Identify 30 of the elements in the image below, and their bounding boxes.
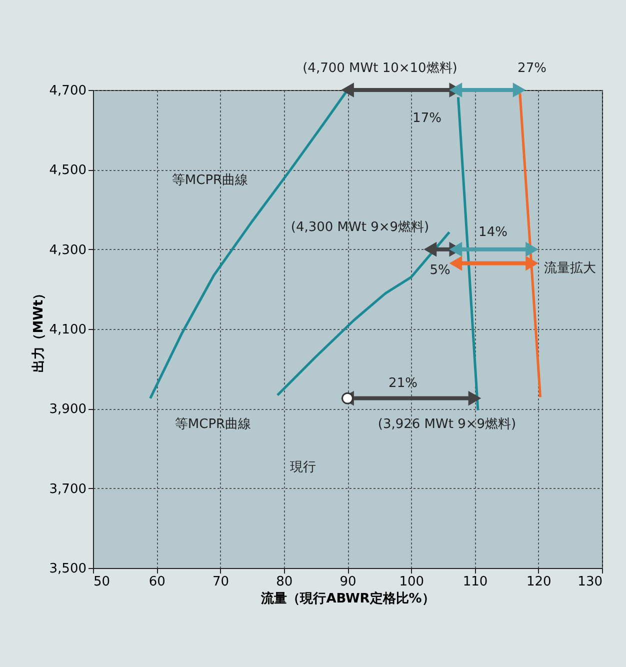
x-tick-label: 90 <box>340 574 356 590</box>
x-axis-title: 流量（現行ABWR定格比%） <box>260 590 435 606</box>
annotation: 21% <box>388 376 418 391</box>
annotation: (4,300 MWt 9×9燃料) <box>290 220 430 235</box>
x-tick-label: 100 <box>399 574 424 590</box>
x-tick-label: 60 <box>148 574 166 590</box>
y-tick-label: 4,100 <box>49 322 86 338</box>
x-tick-label: 130 <box>578 574 602 590</box>
y-tick-label: 3,900 <box>49 402 86 418</box>
annotation: 流量拡大 <box>544 260 596 276</box>
x-tick-label: 80 <box>276 574 293 590</box>
x-tick-label: 50 <box>94 574 110 590</box>
y-tick-label: 4,300 <box>49 242 86 258</box>
annotation: 等MCPR曲線 <box>172 173 248 188</box>
annotation: (3,926 MWt 9×9燃料) <box>378 417 516 432</box>
x-tick-label: 110 <box>462 574 488 590</box>
annotation: 等MCPR曲線 <box>174 417 252 432</box>
annotation: 現行 <box>290 460 316 475</box>
x-tick-label: 70 <box>212 574 230 590</box>
y-axis-title: 出力（MWt） <box>31 286 46 372</box>
text: (4,700 MWt 10×10燃料) <box>302 61 458 76</box>
annotation: 5% <box>430 263 450 278</box>
text: 27% <box>518 61 546 76</box>
annotation: 17% <box>412 111 442 126</box>
y-tick-label: 4,700 <box>49 84 86 98</box>
y-tick-label: 4,500 <box>49 163 86 178</box>
y-tick-label: 3,500 <box>49 562 86 576</box>
y-tick-label: 3,700 <box>49 482 86 497</box>
annotation: 14% <box>478 225 508 240</box>
x-tick-label: 120 <box>526 574 552 590</box>
